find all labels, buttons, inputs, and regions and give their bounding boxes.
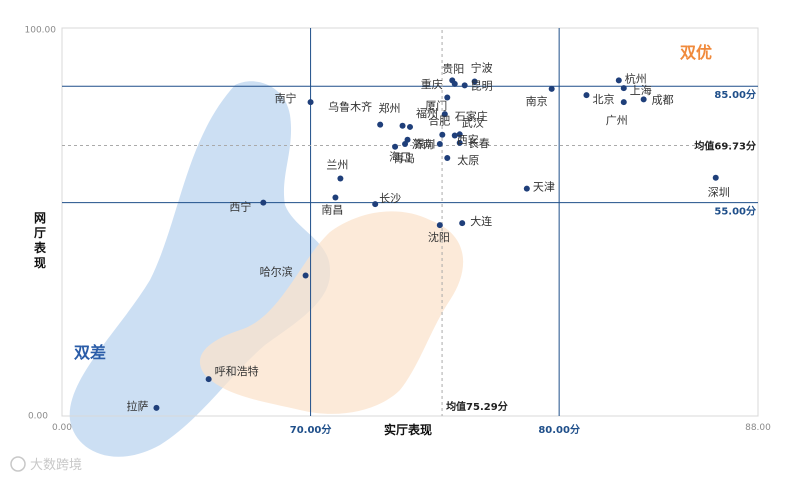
point-label: 广州 — [606, 114, 628, 127]
data-point-深圳 — [712, 174, 719, 181]
point-label: 太原 — [457, 154, 479, 167]
data-point-天津 — [523, 185, 530, 192]
data-point-沈阳 — [436, 222, 443, 229]
point-label: 西安 — [457, 132, 479, 146]
point-label: 北京 — [592, 92, 614, 106]
point-label: 乌鲁木齐 — [328, 100, 372, 114]
data-point-南昌 — [332, 194, 339, 201]
quadrant-label-top-right: 双优 — [680, 43, 712, 62]
point-label: 兰州 — [326, 159, 348, 172]
data-point-昆明 — [461, 82, 468, 89]
plot-frame — [61, 27, 759, 417]
point-label: 天津 — [533, 181, 555, 194]
data-point-合肥 — [439, 131, 446, 138]
data-point-济南 — [436, 141, 443, 148]
data-point-西安 — [451, 132, 458, 139]
data-point-上海 — [620, 85, 627, 92]
watermark: 大数跨境 — [10, 456, 82, 473]
point-label: 济南 — [412, 137, 434, 151]
vertical-reference-label: 70.00分 — [290, 423, 332, 436]
x-axis-title: 实厅表现 — [384, 422, 432, 437]
point-label: 银川 — [414, 137, 436, 151]
average-lines: 均值75.29分 均值69.73分 — [62, 30, 758, 416]
point-label: 成都 — [652, 93, 674, 106]
bottom-left-region — [69, 81, 331, 457]
point-label: 福州 — [416, 106, 438, 120]
y-average-label: 均值69.73分 — [694, 139, 756, 152]
data-point-成都 — [640, 96, 647, 103]
watermark-text: 大数跨境 — [30, 458, 82, 473]
y-axis-min-label: 0.00 — [28, 412, 48, 422]
data-point-广州 — [620, 99, 627, 106]
point-label: 贵阳 — [442, 62, 464, 75]
data-point-武汉 — [456, 131, 463, 138]
horizontal-reference-label: 85.00分 — [714, 88, 756, 101]
data-point-宁波 — [471, 78, 478, 85]
point-label: 郑州 — [379, 101, 401, 115]
data-point-郑州 — [399, 122, 406, 129]
point-label: 石家庄 — [455, 109, 488, 123]
data-point-南宁 — [307, 99, 314, 106]
x-average-label: 均值75.29分 — [446, 400, 508, 413]
point-label: 武汉 — [462, 116, 484, 129]
point-label: 大连 — [470, 214, 492, 228]
point-label: 上海 — [630, 83, 652, 97]
point-label: 南京 — [526, 94, 548, 108]
top-right-region — [199, 211, 464, 414]
data-point-石家庄 — [441, 111, 448, 118]
point-label: 杭州 — [625, 71, 647, 85]
x-axis-min-label: 0.00 — [52, 423, 72, 433]
data-point-长沙 — [372, 201, 379, 208]
data-points — [153, 77, 719, 411]
x-axis-max-label: 88.00 — [745, 423, 771, 433]
point-label: 南宁 — [275, 91, 297, 105]
point-label: 拉萨 — [126, 399, 148, 413]
point-label: 合肥 — [428, 114, 450, 128]
point-label: 西宁 — [229, 200, 251, 214]
reference-lines: 70.00分 80.00分 85.00分 55.00分 — [62, 28, 758, 436]
point-label: 呼和浩特 — [215, 364, 259, 378]
point-label: 重庆 — [421, 77, 443, 91]
data-point-南京 — [548, 85, 555, 92]
data-point-兰州 — [337, 175, 344, 182]
point-label: 青岛 — [393, 151, 415, 165]
vertical-reference-label: 80.00分 — [538, 423, 580, 436]
point-label: 海口 — [389, 150, 411, 164]
data-point-福州 — [407, 123, 413, 130]
data-point-西宁 — [260, 199, 267, 206]
data-point-长春 — [456, 139, 463, 146]
data-point-北京 — [583, 92, 590, 99]
point-label: 深圳 — [708, 186, 730, 199]
data-point-重庆 — [451, 80, 458, 87]
point-label: 长春 — [468, 137, 490, 150]
point-label: 宁波 — [471, 61, 493, 75]
data-point-杭州 — [615, 77, 622, 84]
y-axis-max-label: 100.00 — [25, 26, 57, 36]
watermark-logo-icon — [10, 456, 26, 472]
point-label: 南昌 — [321, 204, 343, 217]
data-point-大连 — [459, 220, 466, 227]
data-point-哈尔滨 — [302, 272, 309, 279]
data-point-海口 — [392, 143, 399, 150]
data-point-厦门 — [444, 94, 451, 101]
point-label: 长沙 — [379, 192, 401, 205]
point-label: 哈尔滨 — [260, 265, 293, 279]
data-point-呼和浩特 — [205, 376, 212, 383]
data-point-乌鲁木齐 — [377, 121, 384, 128]
point-label: 沈阳 — [428, 230, 450, 244]
quadrant-label-bottom-left: 双差 — [74, 343, 106, 362]
y-axis-title: 网厅表现 — [33, 211, 47, 270]
point-label: 厦门 — [425, 98, 447, 112]
data-point-青岛 — [402, 141, 409, 148]
region-backgrounds — [69, 81, 464, 457]
horizontal-reference-label: 55.00分 — [714, 205, 756, 218]
data-point-拉萨 — [153, 404, 160, 411]
data-point-太原 — [444, 154, 451, 161]
point-label: 昆明 — [471, 79, 493, 92]
